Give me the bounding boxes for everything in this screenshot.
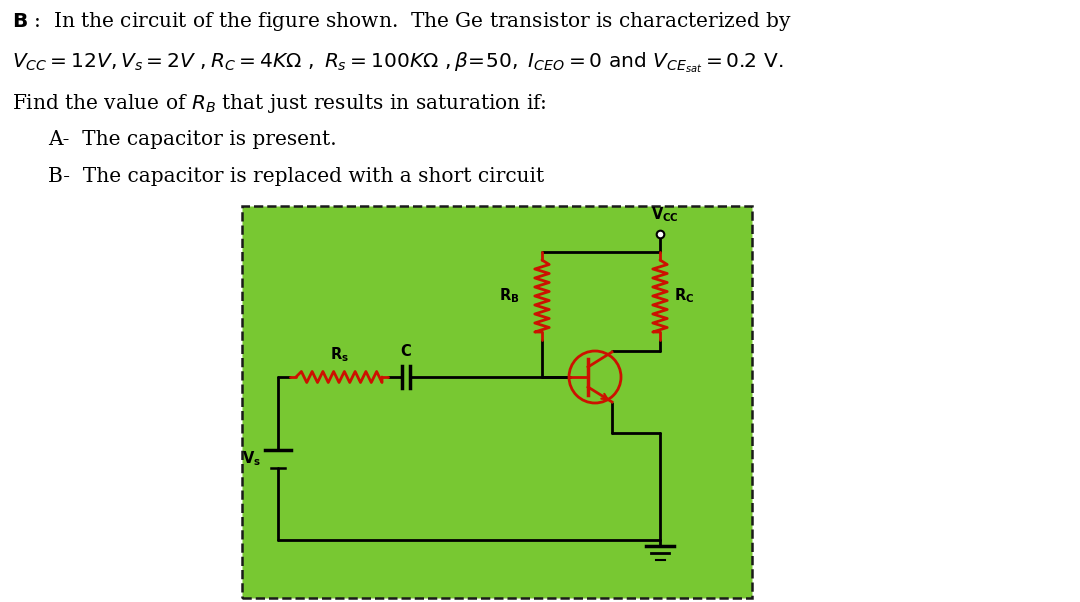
Text: $\mathbf{R_B}$: $\mathbf{R_B}$ [499,287,519,305]
Text: $\mathbf{V_s}$: $\mathbf{V_s}$ [242,449,261,468]
Text: $\mathbf{C}$: $\mathbf{C}$ [400,343,411,359]
Text: Find the value of $R_B$ that just results in saturation if:: Find the value of $R_B$ that just result… [12,92,546,115]
Text: $\mathbf{B}$ :  In the circuit of the figure shown.  The Ge transistor is charac: $\mathbf{B}$ : In the circuit of the fig… [12,10,792,33]
Text: $\mathbf{V_{CC}}$: $\mathbf{V_{CC}}$ [651,205,679,224]
Text: B-  The capacitor is replaced with a short circuit: B- The capacitor is replaced with a shor… [48,167,544,186]
Text: $\mathbf{R_s}$: $\mathbf{R_s}$ [329,346,349,364]
Text: $\mathbf{R_C}$: $\mathbf{R_C}$ [674,287,694,305]
Text: A-  The capacitor is present.: A- The capacitor is present. [48,130,337,149]
FancyBboxPatch shape [242,206,752,598]
Text: $V_{CC} = 12V, V_s = 2V\ ,R_C = 4K\Omega\ ,\ R_s = 100K\Omega\ ,\beta\!=\!50,\ I: $V_{CC} = 12V, V_s = 2V\ ,R_C = 4K\Omega… [12,50,783,75]
